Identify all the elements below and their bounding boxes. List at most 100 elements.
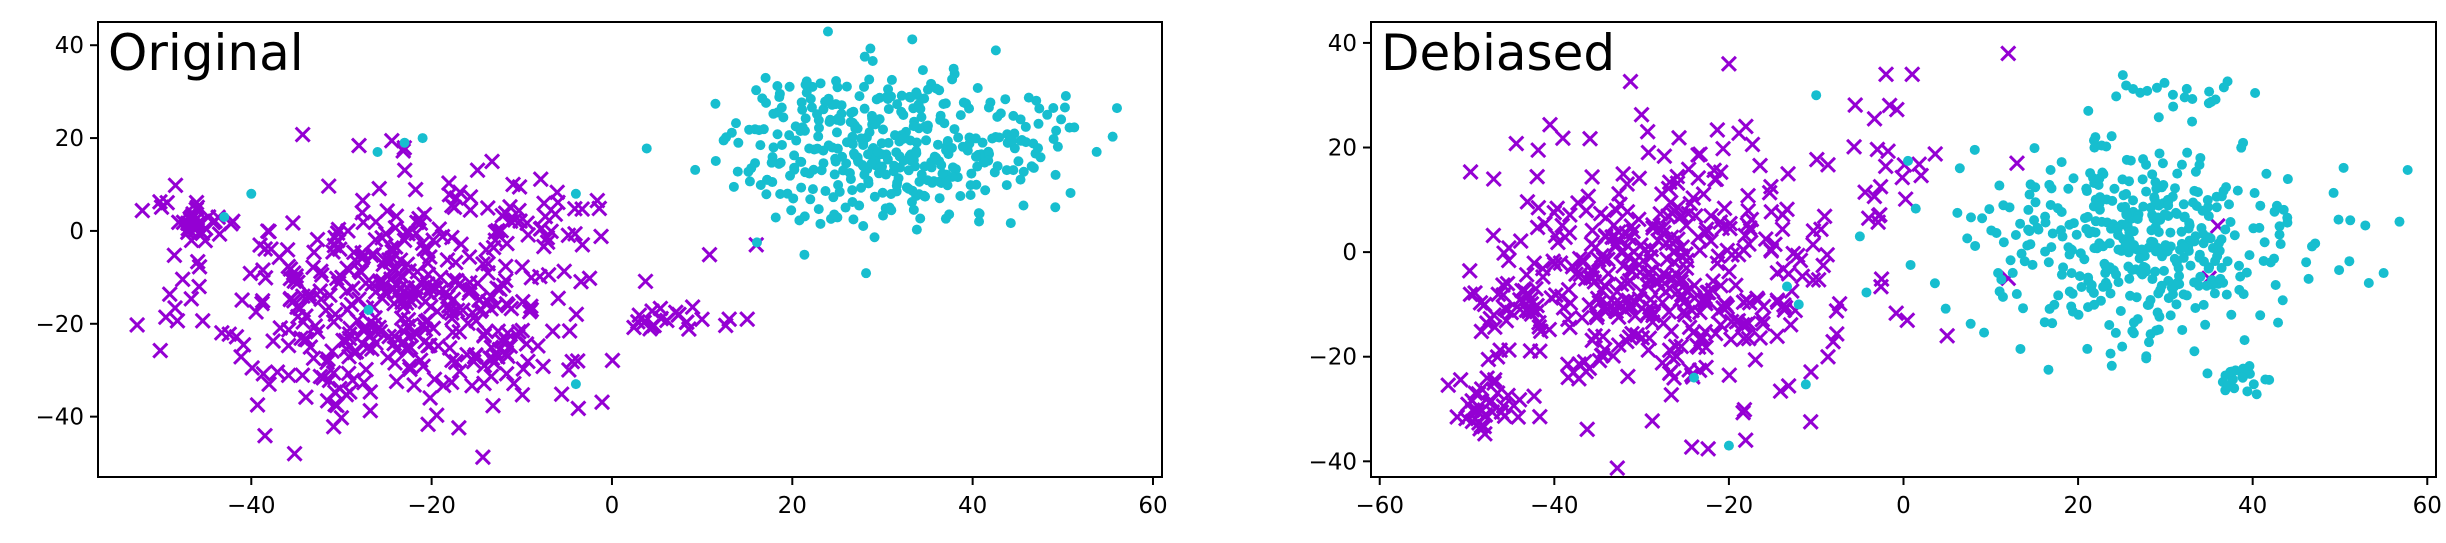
debiased-x-marker: [1486, 319, 1503, 336]
debiased-x-marker: [1697, 292, 1714, 309]
debiased-x-marker: [1871, 206, 1888, 223]
debiased-x-marker: [1485, 170, 1502, 188]
debiased-x-marker: [1815, 257, 1832, 274]
debiased-x-marker: [1524, 301, 1541, 318]
debiased-x-marker: [1440, 377, 1457, 394]
original-x-marker: [350, 137, 368, 154]
debiased-x-marker: [1564, 258, 1581, 275]
debiased-x-marker: [1735, 294, 1752, 311]
original-dot-marker: [831, 127, 842, 138]
debiased-dot-marker: [2179, 212, 2190, 223]
original-dot-marker: [1001, 180, 1012, 191]
original-dot-marker: [859, 169, 870, 180]
debiased-x-marker: [1512, 233, 1529, 250]
original-x-marker: [321, 287, 338, 304]
original-x-marker: [292, 300, 309, 317]
debiased-x-marker: [1631, 170, 1648, 187]
debiased-x-marker: [1899, 312, 1916, 329]
original-x-marker: [271, 249, 288, 266]
original-x-marker: [581, 270, 598, 287]
debiased-x-marker: [1769, 264, 1786, 281]
original-dot-marker: [746, 163, 757, 174]
original-dot-marker: [751, 85, 762, 96]
original-x-marker: [191, 278, 208, 295]
debiased-panel-title: Debiased: [1381, 24, 1615, 82]
original-dot-marker: [965, 180, 976, 191]
debiased-y-ticks: −40 −20 0 20 40: [1308, 31, 1371, 475]
original-x-marker: [317, 302, 334, 319]
debiased-dot-marker: [1991, 228, 2002, 239]
original-x-marker: [319, 354, 336, 371]
original-x-marker: [183, 290, 200, 307]
original-dot-marker: [710, 98, 721, 109]
original-dot-marker: [949, 124, 960, 135]
original-dot-marker: [841, 81, 852, 92]
original-x-marker: [344, 372, 361, 389]
debiased-dot-marker: [2083, 105, 2094, 116]
debiased-x-marker: [1589, 306, 1606, 323]
debiased-dot-marker: [2056, 157, 2067, 168]
debiased-dot-marker: [2128, 317, 2139, 328]
debiased-x-tick-label: −40: [1530, 493, 1579, 519]
debiased-dot-marker: [2218, 82, 2229, 93]
original-dot-marker: [865, 43, 876, 54]
debiased-dot-marker: [2282, 217, 2293, 228]
debiased-x-marker: [1722, 331, 1740, 348]
original-x-marker: [519, 353, 536, 370]
debiased-dot-marker: [2248, 379, 2259, 390]
original-x-marker: [302, 339, 319, 356]
debiased-x-marker: [1702, 207, 1720, 224]
debiased-dot-marker: [2023, 204, 2034, 215]
original-dot-marker: [840, 202, 851, 213]
debiased-dot-marker: [1929, 278, 1940, 289]
original-x-marker: [200, 208, 217, 225]
original-x-marker: [441, 301, 459, 318]
debiased-dot-marker: [1688, 372, 1699, 383]
original-x-marker: [188, 194, 205, 211]
original-dot-marker: [867, 56, 878, 67]
original-dot-marker: [785, 170, 796, 181]
debiased-x-marker: [1670, 129, 1688, 146]
debiased-x-marker: [1665, 350, 1682, 367]
original-x-marker: [412, 215, 429, 232]
original-x-marker: [341, 384, 358, 401]
debiased-x-marker: [1757, 231, 1774, 248]
original-x-marker: [357, 318, 374, 335]
original-x-marker: [194, 312, 211, 329]
original-dot-marker: [955, 110, 966, 121]
debiased-x-marker: [1737, 316, 1754, 333]
debiased-dot-marker: [2194, 159, 2205, 170]
original-x-marker: [280, 337, 297, 354]
debiased-y-tick-label: −20: [1308, 345, 1357, 371]
debiased-x-marker: [1709, 121, 1726, 138]
debiased-x-marker: [1709, 255, 1726, 272]
debiased-x-marker: [1897, 191, 1914, 208]
debiased-x-marker: [1652, 205, 1669, 222]
original-x-marker: [325, 364, 342, 381]
original-markers: [129, 26, 1122, 466]
debiased-dot-marker: [2121, 210, 2132, 221]
original-x-marker: [463, 377, 481, 394]
original-dot-marker: [1020, 121, 1031, 132]
debiased-dot-marker: [2244, 361, 2255, 372]
original-x-marker: [221, 326, 238, 343]
original-dot-marker: [1056, 114, 1067, 125]
debiased-plot-frame: [1370, 21, 2437, 478]
debiased-dot-marker: [2040, 211, 2051, 222]
debiased-x-marker: [1673, 338, 1690, 355]
original-dot-marker: [859, 103, 870, 114]
original-dot-marker: [917, 65, 928, 76]
debiased-dot-marker: [2277, 295, 2288, 306]
original-x-marker: [544, 323, 561, 340]
original-dot-marker: [845, 174, 856, 185]
original-dot-marker: [1042, 109, 1053, 120]
debiased-x-marker: [1857, 184, 1874, 201]
original-x-marker: [502, 213, 519, 230]
debiased-x-marker: [1691, 304, 1708, 321]
original-dot-marker: [939, 118, 950, 129]
original-x-marker: [382, 270, 400, 288]
original-x-marker: [572, 273, 590, 290]
debiased-dot-marker: [2081, 223, 2092, 234]
debiased-x-marker: [1661, 174, 1678, 191]
original-dot-marker: [847, 139, 858, 150]
